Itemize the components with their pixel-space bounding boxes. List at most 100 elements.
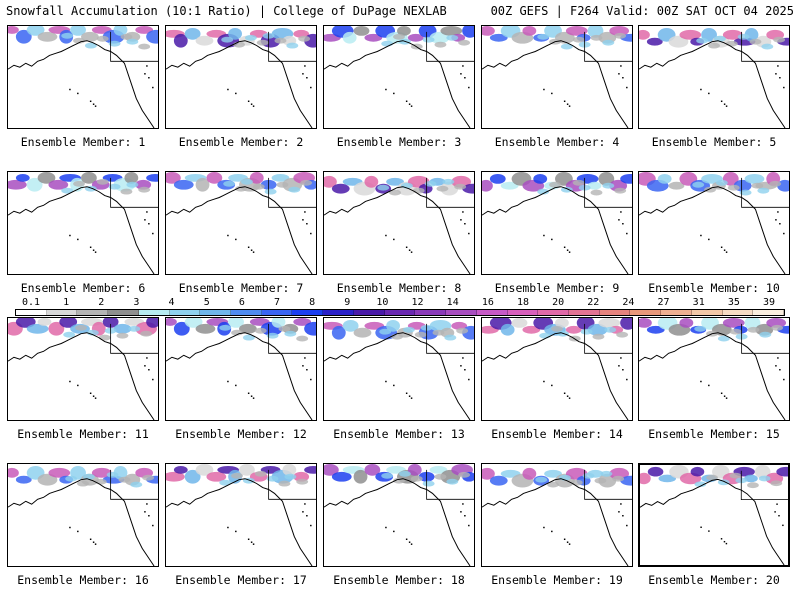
coastline: [324, 40, 471, 128]
island-marker: [551, 530, 553, 533]
colorbar-tick-label: 16: [481, 297, 494, 308]
snowfall-map: [324, 464, 474, 566]
colorbar-tick-label: 27: [657, 297, 670, 308]
border-line: [268, 31, 316, 62]
island-marker: [783, 378, 785, 381]
island-marker: [708, 384, 710, 387]
coastline: [482, 478, 629, 566]
island-marker: [618, 219, 620, 221]
island-marker: [723, 395, 726, 397]
island-marker: [462, 211, 464, 213]
coastline: [166, 332, 313, 420]
island-marker: [250, 395, 253, 397]
island-marker: [708, 92, 710, 95]
island-marker: [393, 92, 395, 95]
island-marker: [460, 365, 462, 367]
coastline: [639, 40, 786, 128]
island-marker: [77, 530, 79, 533]
island-marker: [152, 86, 154, 89]
snowfall-field: [324, 26, 474, 50]
coastline: [324, 186, 471, 274]
island-marker: [69, 88, 71, 91]
colorbar-swatch: [476, 310, 508, 315]
island-marker: [464, 369, 466, 371]
colorbar-labels: 0.1 1 2 3 4 5 6 7 8 9 10 12 14 16 18 20 22 24 27 31 35 39: [15, 297, 785, 309]
snowfall-field: [8, 172, 158, 195]
island-marker: [89, 100, 92, 103]
snowfall-field: [482, 467, 632, 488]
island-marker: [723, 249, 726, 251]
island-marker: [235, 530, 237, 533]
island-marker: [247, 392, 250, 395]
member-label: Ensemble Member: 15: [648, 427, 780, 441]
island-marker: [460, 219, 462, 221]
colorbar-swatch: [169, 310, 201, 315]
island-marker: [700, 526, 702, 528]
island-marker: [94, 397, 97, 399]
island-marker: [776, 503, 778, 505]
island-marker: [144, 365, 146, 367]
colorbar-swatch: [292, 310, 324, 315]
island-marker: [410, 105, 413, 107]
island-marker: [302, 365, 304, 367]
coastline: [324, 332, 471, 420]
island-marker: [779, 223, 781, 225]
ensemble-panel-9: [481, 171, 633, 275]
snowfall-map: [166, 464, 316, 566]
coastline: [8, 186, 155, 274]
island-marker: [227, 526, 229, 529]
island-marker: [566, 395, 569, 397]
colorbar-tick-label: 35: [727, 297, 740, 308]
colorbar-swatch: [323, 310, 354, 315]
ensemble-panel-11: [7, 317, 159, 421]
member-label: Ensemble Member: 20: [648, 573, 780, 587]
island-marker: [408, 541, 411, 543]
island-marker: [708, 530, 710, 532]
island-marker: [468, 378, 470, 381]
colorbar-tick-label: 22: [587, 297, 600, 308]
border-line: [740, 470, 788, 500]
ensemble-panel-14: [481, 317, 633, 421]
island-marker: [408, 103, 411, 105]
island-marker: [306, 369, 308, 371]
ensemble-panel-13: [323, 317, 475, 421]
island-marker: [227, 88, 229, 91]
island-marker: [783, 86, 785, 89]
member-label: Ensemble Member: 4: [494, 135, 620, 149]
island-marker: [464, 77, 466, 79]
member-label: Ensemble Member: 8: [336, 281, 462, 295]
island-marker: [464, 223, 466, 225]
island-marker: [304, 211, 306, 213]
island-marker: [146, 211, 148, 213]
island-marker: [92, 541, 95, 543]
island-marker: [618, 365, 620, 367]
island-marker: [152, 524, 154, 527]
border-line: [268, 469, 316, 500]
coastline: [8, 332, 155, 420]
island-marker: [146, 503, 148, 505]
border-line: [426, 469, 474, 500]
coastline: [482, 186, 629, 274]
island-marker: [468, 524, 470, 527]
border-line: [268, 177, 316, 208]
ensemble-panel-19: [481, 463, 633, 567]
ensemble-panel-8: [323, 171, 475, 275]
member-label: Ensemble Member: 14: [491, 427, 623, 441]
snowfall-field: [482, 172, 632, 196]
snowfall-map: [482, 318, 632, 420]
island-marker: [779, 369, 781, 371]
island-marker: [94, 105, 97, 107]
snowfall-map: [8, 465, 158, 566]
island-marker: [460, 73, 462, 75]
snowfall-field: [166, 464, 316, 487]
island-marker: [725, 251, 728, 253]
island-marker: [385, 380, 387, 383]
ensemble-panel-7: [165, 171, 317, 275]
island-marker: [622, 515, 624, 517]
snowfall-field: [8, 465, 158, 488]
island-marker: [152, 378, 154, 381]
island-marker: [464, 515, 466, 517]
snowfall-map: [640, 465, 788, 565]
ensemble-panel-6: [7, 171, 159, 275]
island-marker: [69, 526, 71, 529]
